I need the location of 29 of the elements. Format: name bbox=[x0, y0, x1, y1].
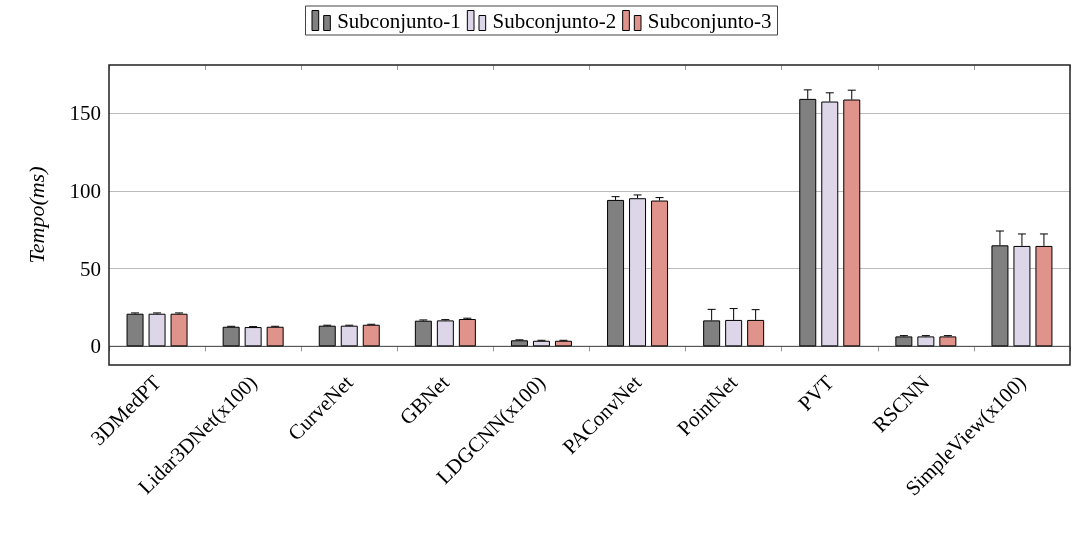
y-tick-label: 150 bbox=[69, 101, 101, 126]
y-tick-label: 0 bbox=[90, 334, 101, 359]
bar bbox=[170, 313, 188, 347]
y-axis-title: Tempo(ms) bbox=[23, 166, 49, 264]
bar bbox=[607, 199, 625, 347]
legend-label: Subconjunto-2 bbox=[492, 8, 617, 33]
bar bbox=[917, 336, 935, 347]
bar bbox=[458, 318, 476, 347]
bar bbox=[148, 313, 166, 347]
bar bbox=[532, 340, 550, 347]
legend-label: Subconjunto-3 bbox=[647, 8, 772, 33]
bar bbox=[895, 336, 913, 347]
bar bbox=[554, 340, 572, 347]
bar bbox=[629, 198, 647, 347]
bar bbox=[340, 325, 358, 347]
bar bbox=[939, 336, 957, 347]
y-tick-label: 100 bbox=[69, 178, 101, 203]
bar bbox=[651, 200, 669, 347]
legend-label: Subconjunto-1 bbox=[337, 8, 461, 33]
y-tick-label: 50 bbox=[80, 256, 101, 281]
bar bbox=[414, 320, 432, 347]
bar bbox=[266, 326, 284, 347]
bar bbox=[244, 327, 262, 347]
bar bbox=[126, 313, 144, 347]
bar bbox=[362, 324, 380, 347]
bar bbox=[436, 320, 454, 347]
bar bbox=[222, 326, 240, 347]
bar bbox=[318, 325, 336, 347]
bar bbox=[510, 340, 528, 347]
